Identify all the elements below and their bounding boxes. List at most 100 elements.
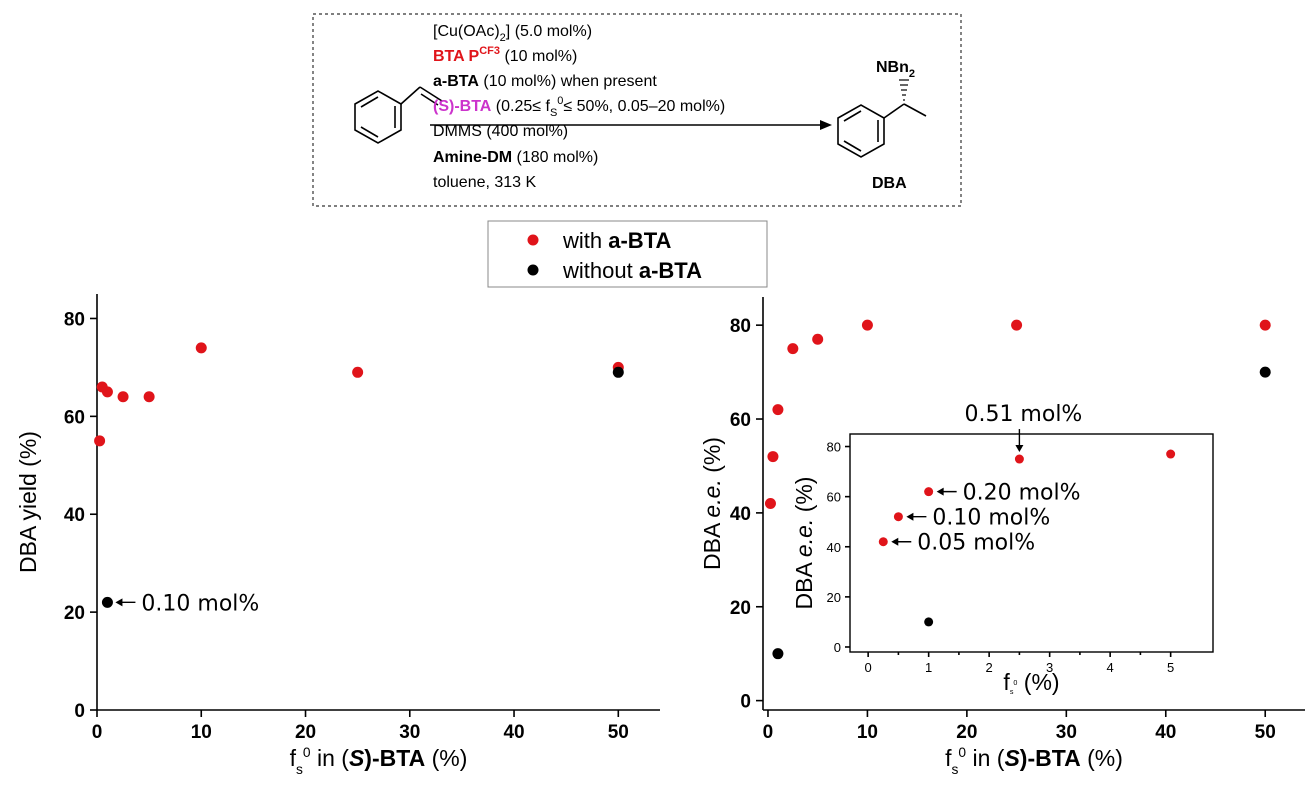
annotation-label: 0.10 mol% — [141, 591, 259, 616]
x-tick-label: 5 — [1167, 660, 1174, 675]
y-tick-label: 40 — [730, 504, 751, 525]
data-point-with-a-bta — [764, 498, 776, 509]
plot-1: 0 10 20 30 40 50 0 20 40 60 80 DBA yield (%) fs0​ in… — [15, 294, 660, 777]
styrene-structure — [354, 86, 443, 144]
x-tick-label: 20 — [956, 722, 977, 743]
legend-marker-without — [527, 264, 539, 276]
x-tick-label: 0 — [763, 722, 774, 743]
y-tick-label: 80 — [64, 309, 85, 330]
annotation: 0.10 mol% — [906, 506, 1050, 531]
legend: with a-BTA without a-BTA — [487, 220, 768, 288]
x-axis-title: fs0​ in (S)-BTA (%) — [945, 745, 1123, 777]
annotation-label: 0.20 mol% — [963, 481, 1081, 506]
data-point-with-a-bta — [812, 333, 824, 345]
condition-line: DMMS (400 mol%) — [433, 123, 568, 140]
condition-line: [Cu(OAc)2​] (5.0 mol%) — [433, 23, 592, 44]
data-point-with-a-bta — [861, 319, 873, 331]
y-tick-label: 0 — [740, 692, 751, 713]
data-point-with-a-bta — [878, 537, 888, 547]
data-point-with-a-bta — [117, 391, 129, 403]
data-point-without-a-bta — [612, 366, 624, 378]
data-point-with-a-bta — [787, 343, 799, 355]
y-tick-label: 80 — [827, 440, 841, 455]
y-tick-label: 60 — [730, 410, 751, 431]
x-tick-label: 40 — [503, 722, 524, 743]
y-tick-label: 40 — [827, 540, 841, 555]
x-axis-title: fs0​ in (S)-BTA (%) — [290, 745, 468, 777]
x-tick-label: 2 — [986, 660, 993, 675]
legend-box — [487, 220, 768, 288]
product-label: DBA — [872, 175, 907, 192]
x-tick-label: 50 — [608, 722, 629, 743]
data-point-with-a-bta — [893, 512, 903, 522]
dba-structure — [837, 79, 927, 158]
y-tick-label: 40 — [64, 505, 85, 526]
x-tick-label: 1 — [925, 660, 932, 675]
annotation: 0.10 mol% — [115, 591, 259, 616]
y-tick-label: 20 — [730, 598, 751, 619]
scheme-border — [312, 13, 962, 207]
annotation-label: 0.05 mol% — [917, 531, 1035, 556]
data-point-with-a-bta — [352, 366, 364, 378]
reaction-arrow — [430, 120, 832, 130]
y-tick-label: 60 — [827, 490, 841, 505]
reaction-conditions: [Cu(OAc)2​] (5.0 mol%)BTA PCF3​ (10 mol%… — [433, 23, 725, 191]
data-point-with-a-bta — [94, 435, 106, 447]
data-point-with-a-bta — [143, 391, 155, 403]
x-axis-title: fs0​ (%) — [1003, 669, 1059, 696]
product-substituent: NBn2 — [876, 59, 915, 80]
y-axis-title: DBA e.e. (%) — [699, 437, 725, 570]
x-tick-label: 30 — [1056, 722, 1077, 743]
y-tick-label: 80 — [730, 316, 751, 337]
annotation-label: 0.51 mol% — [964, 402, 1082, 427]
x-tick-label: 30 — [399, 722, 420, 743]
y-tick-label: 0 — [834, 640, 841, 655]
data-point-with-a-bta — [1259, 319, 1271, 331]
condition-line: Amine-DM (180 mol%) — [433, 149, 598, 166]
data-point-without-a-bta — [924, 617, 934, 627]
data-point-without-a-bta — [772, 648, 784, 660]
x-tick-label: 40 — [1155, 722, 1176, 743]
data-point-with-a-bta — [767, 451, 779, 463]
x-tick-label: 20 — [295, 722, 316, 743]
y-axis-title: DBA e.e. (%) — [791, 477, 817, 610]
data-point-without-a-bta — [101, 596, 113, 608]
y-tick-label: 20 — [827, 590, 841, 605]
annotation: 0.51 mol% — [964, 402, 1082, 453]
y-tick-label: 60 — [64, 407, 85, 428]
data-point-with-a-bta — [1011, 319, 1023, 331]
data-point-with-a-bta — [1166, 449, 1176, 459]
x-tick-label: 3 — [1046, 660, 1053, 675]
annotation: 0.05 mol% — [891, 531, 1035, 556]
annotation-label: 0.10 mol% — [932, 506, 1050, 531]
reaction-scheme: [Cu(OAc)2​] (5.0 mol%)BTA PCF3​ (10 mol%… — [312, 13, 962, 207]
data-point-with-a-bta — [772, 404, 784, 416]
y-tick-label: 0 — [74, 701, 85, 722]
annotation: 0.20 mol% — [936, 481, 1081, 506]
x-tick-label: 4 — [1107, 660, 1114, 675]
condition-line: toluene, 313 K — [433, 174, 537, 191]
legend-marker-with — [527, 234, 539, 246]
x-tick-label: 0 — [92, 722, 103, 743]
x-tick-label: 10 — [191, 722, 212, 743]
legend-label-without: without a-BTA — [562, 258, 702, 283]
data-point-with-a-bta — [924, 487, 934, 497]
y-axis-title: DBA yield (%) — [15, 431, 41, 573]
condition-line: a-BTA (10 mol%) when present — [433, 73, 657, 90]
inset-plot: 0 1 2 3 4 5 0 20 40 60 80 DBA e.e. (%) fs0​ (%) 0.05 … — [791, 402, 1214, 696]
condition-line: BTA PCF3​ (10 mol%) — [433, 45, 577, 65]
legend-label-with: with a-BTA — [562, 228, 672, 253]
y-tick-label: 20 — [64, 603, 85, 624]
condition-line: (S)-BTA (0.25≤ fS​0​≤ 50%, 0.05–20 mol%) — [433, 95, 725, 119]
data-point-with-a-bta — [1014, 454, 1024, 464]
data-point-with-a-bta — [101, 386, 113, 398]
data-point-with-a-bta — [195, 342, 207, 354]
inset-frame — [849, 433, 1214, 653]
x-tick-label: 50 — [1255, 722, 1276, 743]
data-point-without-a-bta — [1259, 366, 1271, 378]
x-tick-label: 10 — [857, 722, 878, 743]
x-tick-label: 0 — [865, 660, 872, 675]
